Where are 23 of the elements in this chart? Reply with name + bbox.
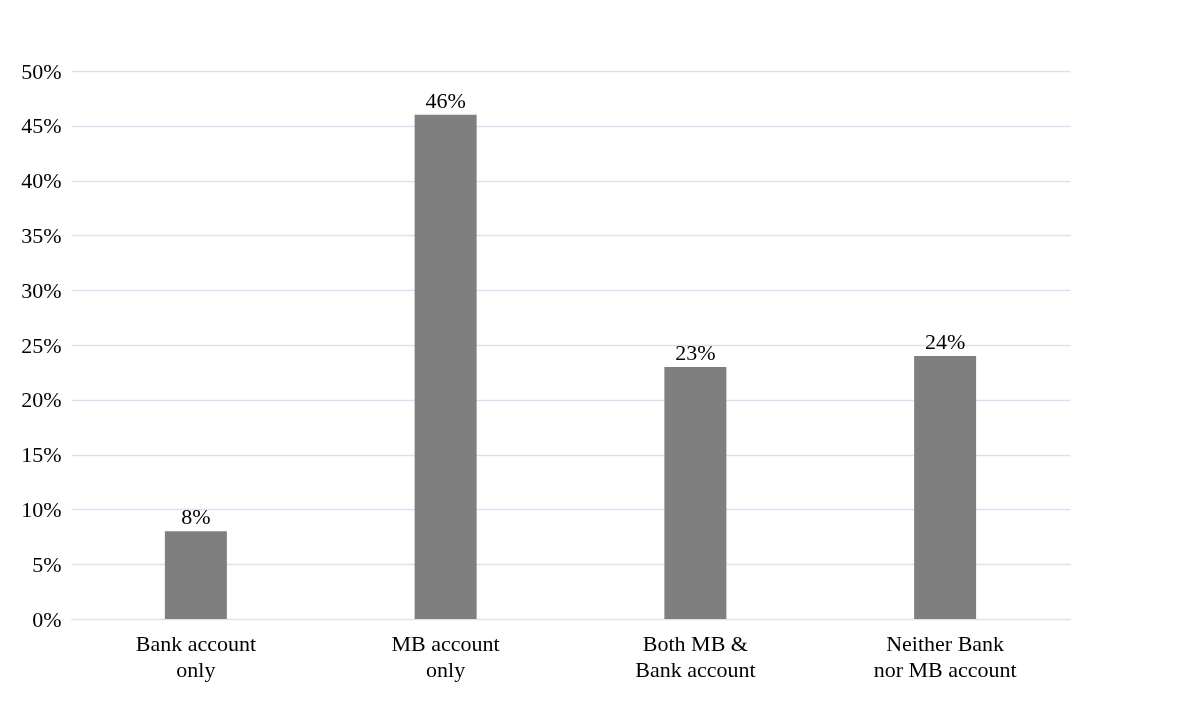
data-label: 8%	[181, 504, 211, 530]
x-tick-label: Bank account only	[135, 630, 257, 682]
y-tick-label: 45%	[21, 113, 62, 139]
y-tick-label: 15%	[21, 442, 62, 468]
y-tick-label: 10%	[21, 496, 62, 522]
y-tick-label: 50%	[21, 58, 62, 84]
y-tick-label: 40%	[21, 168, 62, 194]
bar	[414, 114, 477, 619]
x-tick-label: MB account only	[391, 630, 500, 682]
y-tick-label: 5%	[32, 551, 62, 577]
data-label: 46%	[425, 87, 466, 113]
data-label: 24%	[924, 328, 966, 354]
data-label: 23%	[675, 339, 716, 365]
y-tick-label: 0%	[32, 606, 62, 632]
x-tick-label: Neither Bank nor MB account	[873, 630, 1017, 682]
x-tick-label: Both MB & Bank account	[635, 630, 756, 682]
bar	[164, 531, 227, 619]
y-tick-label: 25%	[21, 332, 62, 358]
y-tick-label: 35%	[21, 222, 62, 248]
bar	[914, 355, 977, 619]
bar	[664, 366, 727, 619]
y-tick-label: 30%	[21, 277, 62, 303]
y-tick-label: 20%	[21, 387, 62, 413]
